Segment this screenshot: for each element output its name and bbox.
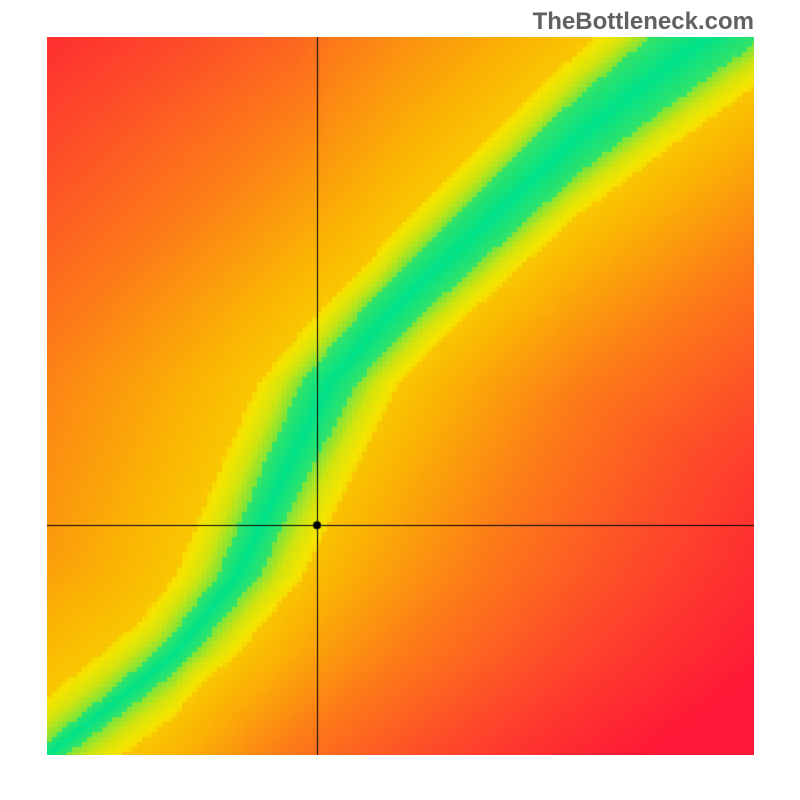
watermark-text: TheBottleneck.com (533, 8, 754, 36)
chart-container: TheBottleneck.com (0, 0, 800, 800)
bottleneck-heatmap (47, 37, 754, 755)
